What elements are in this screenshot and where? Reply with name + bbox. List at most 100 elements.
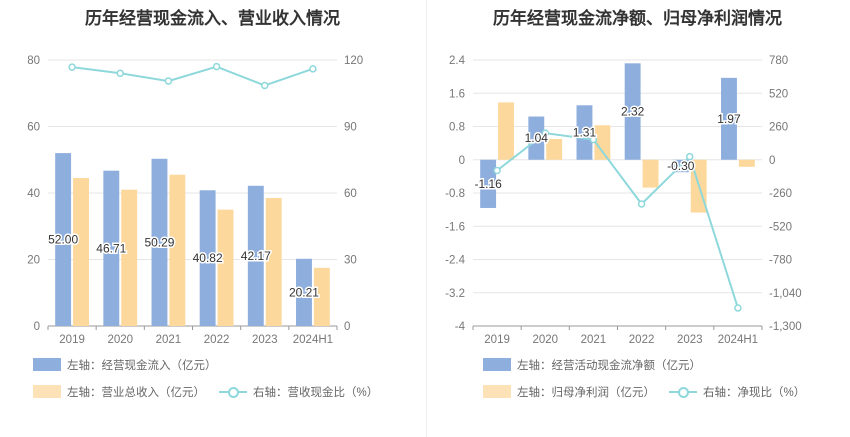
legend-swatch-blue xyxy=(33,358,61,371)
x-tick-label: 2023 xyxy=(252,334,278,345)
data-label: 40.82 xyxy=(193,251,223,265)
y-right-tick-label: -1,300 xyxy=(769,321,802,333)
y-left-tick-label: 60 xyxy=(27,122,40,134)
y-left-tick-label: 80 xyxy=(27,55,40,67)
bar-orange xyxy=(121,189,138,326)
y-left-tick-label: -3.2 xyxy=(445,288,465,300)
bar-blue xyxy=(151,158,168,326)
legend-label: 左轴：营业总收入（亿元） xyxy=(67,387,205,399)
bar-blue xyxy=(721,77,737,160)
y-right-tick-label: 60 xyxy=(344,188,357,200)
x-tick-label: 2019 xyxy=(484,334,510,345)
data-label: 52.00 xyxy=(48,233,78,247)
bar-orange xyxy=(642,159,659,188)
legend-swatch-orange xyxy=(483,385,511,398)
x-tick-label: 2022 xyxy=(204,334,230,345)
y-right-tick-label: 30 xyxy=(344,255,357,267)
legend-item-net-profit[interactable]: 左轴：归母净利润（亿元） xyxy=(483,384,655,400)
line-point xyxy=(637,200,646,208)
bar-orange xyxy=(169,174,186,326)
y-right-tick-label: 120 xyxy=(344,55,363,67)
y-left-tick-label: -2.4 xyxy=(445,255,465,267)
series-line xyxy=(71,65,314,87)
bar-blue xyxy=(624,63,641,160)
legend-item-revenue[interactable]: 左轴：营业总收入（亿元） xyxy=(33,384,205,400)
data-label: 42.17 xyxy=(241,249,271,263)
y-left-tick-label: 40 xyxy=(27,188,40,200)
left-chart-title: 历年经营现金流入、营业收入情况 xyxy=(85,9,340,28)
bar-blue xyxy=(55,153,72,326)
y-left-tick-label: 2.4 xyxy=(449,55,466,67)
y-left-tick-label: 20 xyxy=(27,255,40,267)
line-point xyxy=(686,152,694,161)
bar-orange xyxy=(594,125,611,160)
right-chart: -4 -3.2 -2.4 -1.6 -0.8 0 0.8 1.6 2.4 -1,300 -1,040… xyxy=(445,55,802,345)
x-tick-label: 2022 xyxy=(629,334,655,345)
y-right-tick-label: 90 xyxy=(344,122,357,134)
line-point xyxy=(68,63,76,71)
data-label: 20.21 xyxy=(289,285,319,299)
legend-line-marker-icon xyxy=(669,385,697,398)
x-tick-label: 2021 xyxy=(581,334,607,345)
bar-orange xyxy=(738,159,755,167)
data-label: 1.97 xyxy=(717,112,741,126)
y-right-tick-label: 780 xyxy=(769,55,788,67)
legend-swatch-blue xyxy=(483,358,511,371)
bar-blue xyxy=(480,159,497,208)
left-chart: 0 20 40 60 80 0 30 60 90 120 2019 2020 2021 2022 2023 2… xyxy=(27,55,363,345)
bar-blue xyxy=(528,116,545,160)
legend-item-cash-revenue-ratio[interactable]: 右轴：营收现金比（%） xyxy=(219,384,378,400)
y-left-tick-label: 0 xyxy=(34,321,40,333)
panel-divider xyxy=(426,0,427,437)
x-tick-label: 2020 xyxy=(107,334,133,345)
data-label: 46.71 xyxy=(96,241,126,255)
bar-orange xyxy=(73,178,89,326)
y-right-tick-label: -260 xyxy=(769,188,792,200)
bar-blue xyxy=(199,190,216,326)
x-tick-label: 2019 xyxy=(59,334,85,345)
line-point xyxy=(261,81,269,90)
bar-orange xyxy=(546,138,563,160)
legend-label: 左轴：经营活动现金流净额（亿元） xyxy=(517,360,701,372)
bar-blue xyxy=(103,170,120,326)
y-left-tick-label: 0 xyxy=(459,155,465,167)
x-tick-label: 2021 xyxy=(156,334,182,345)
data-label: 2.32 xyxy=(621,105,645,119)
data-label: -1.16 xyxy=(474,177,502,191)
line-point xyxy=(309,65,317,73)
x-tick-label: 2024H1 xyxy=(718,334,758,345)
line-point xyxy=(541,129,549,137)
line-point xyxy=(212,62,221,71)
legend-label: 右轴：营收现金比（%） xyxy=(253,387,379,399)
data-label: 1.04 xyxy=(525,131,549,145)
y-right-tick-label: 0 xyxy=(344,321,350,333)
y-right-tick-label: -520 xyxy=(769,221,792,233)
bar-blue xyxy=(576,105,593,160)
bar-blue xyxy=(296,258,312,326)
y-right-tick-label: 0 xyxy=(769,155,775,167)
data-label: 1.31 xyxy=(573,126,597,140)
y-left-tick-label: 0.8 xyxy=(449,122,465,134)
data-label: -0.30 xyxy=(667,159,695,173)
series-line xyxy=(496,132,739,309)
data-label: 50.29 xyxy=(144,235,174,249)
line-point xyxy=(164,77,173,85)
legend-line-marker-icon xyxy=(219,385,247,398)
legend-item-cash-inflow[interactable]: 左轴：经营现金流入（亿元） xyxy=(33,357,217,373)
legend-label: 左轴：归母净利润（亿元） xyxy=(517,387,655,399)
y-right-tick-label: -1,040 xyxy=(769,288,802,300)
x-tick-label: 2020 xyxy=(532,334,558,345)
bar-blue xyxy=(247,185,264,326)
bar-orange xyxy=(313,267,330,326)
legend-label: 右轴：净现比（%） xyxy=(703,387,806,399)
line-point xyxy=(116,69,124,78)
bar-orange xyxy=(498,102,514,160)
legend-swatch-orange xyxy=(33,385,61,398)
y-right-tick-label: 260 xyxy=(769,122,788,134)
legend-item-net-cash-flow[interactable]: 左轴：经营活动现金流净额（亿元） xyxy=(483,357,701,373)
x-tick-label: 2023 xyxy=(677,334,703,345)
y-right-tick-label: -780 xyxy=(769,255,792,267)
x-tick-label: 2024H1 xyxy=(293,334,333,345)
line-point xyxy=(734,304,742,312)
legend-item-net-cash-ratio[interactable]: 右轴：净现比（%） xyxy=(669,384,805,400)
